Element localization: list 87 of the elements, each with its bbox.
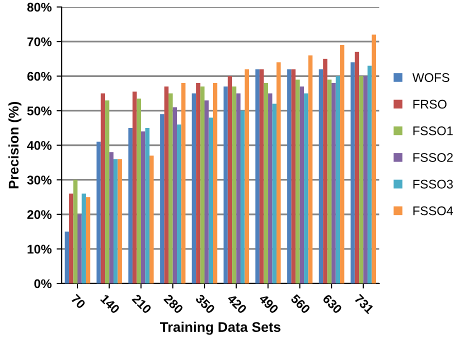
bar — [368, 66, 372, 284]
x-tick-label: 350 — [194, 294, 216, 314]
bar — [149, 156, 154, 284]
bar — [128, 128, 133, 284]
bar — [213, 83, 218, 284]
bar — [64, 232, 70, 284]
bar — [354, 52, 360, 284]
bar — [255, 69, 260, 284]
bar — [78, 214, 82, 284]
y-axis-title: Precision (%) — [8, 102, 22, 188]
bar — [304, 93, 308, 284]
bar — [268, 93, 272, 284]
bar — [264, 83, 268, 284]
bar — [73, 180, 78, 284]
x-tick-label: 731 — [354, 294, 374, 314]
x-axis-title: Training Data Sets — [160, 322, 280, 335]
bar — [200, 86, 205, 284]
bar — [323, 58, 328, 284]
bar — [336, 76, 340, 284]
bar — [236, 93, 241, 284]
y-tick-label: 80% — [27, 2, 52, 12]
bar — [145, 128, 150, 284]
y-tick-label: 20% — [27, 210, 52, 220]
legend-label: FSSO4 — [413, 206, 453, 216]
bar — [276, 62, 281, 284]
y-tick-label: 0% — [34, 279, 52, 288]
bar — [82, 194, 86, 284]
y-tick-label: 70% — [27, 37, 52, 46]
bar — [86, 197, 90, 284]
y-tick-label: 10% — [28, 244, 52, 254]
bar — [340, 45, 344, 284]
bar — [100, 93, 106, 284]
bar — [363, 76, 368, 284]
bar — [160, 114, 164, 284]
bar — [228, 76, 232, 284]
x-tick-label: 140 — [100, 294, 120, 314]
bar — [96, 142, 101, 284]
bar — [308, 55, 313, 284]
bar — [272, 104, 277, 284]
bar — [141, 131, 146, 284]
bar — [232, 86, 236, 284]
bar — [327, 80, 332, 284]
x-tick-label: 560 — [290, 294, 311, 314]
bar — [109, 152, 114, 284]
bar — [291, 69, 296, 284]
bar — [350, 62, 355, 284]
legend-label: FSSO1 — [413, 126, 453, 136]
bar — [244, 69, 249, 284]
bar — [132, 92, 137, 284]
bar — [208, 118, 213, 284]
bar — [164, 86, 169, 284]
bar — [318, 69, 324, 284]
legend-label: FSSO3 — [413, 180, 453, 189]
bar — [372, 34, 376, 284]
y-tick-label: 60% — [27, 72, 52, 81]
bar — [168, 93, 173, 284]
x-tick-label: 280 — [163, 294, 184, 314]
bar — [177, 124, 182, 284]
bar — [332, 83, 336, 284]
y-tick-label: 30% — [27, 176, 52, 184]
y-tick-label: 40% — [27, 141, 52, 150]
bar — [113, 159, 118, 284]
bar — [172, 107, 178, 284]
legend-label: FSSO2 — [413, 153, 453, 162]
x-tick-label: 630 — [322, 294, 342, 314]
x-tick-label: 70 — [70, 294, 86, 310]
bar — [118, 159, 122, 284]
bar — [287, 69, 292, 284]
bar — [300, 86, 304, 284]
bar — [181, 83, 186, 284]
x-tick-label: 490 — [258, 294, 279, 314]
bar — [105, 100, 110, 284]
bar — [224, 86, 228, 284]
legend-label: WOFS — [412, 73, 450, 82]
bar — [69, 194, 74, 284]
bar — [240, 110, 245, 284]
x-tick-label: 210 — [132, 294, 152, 314]
bar — [196, 83, 200, 284]
legend-label: FRSO — [413, 100, 446, 109]
bar — [260, 69, 264, 284]
bar — [204, 100, 209, 284]
x-tick-label: 420 — [226, 294, 248, 314]
bar — [296, 80, 300, 284]
y-tick-label: 50% — [27, 106, 52, 116]
bar — [359, 76, 364, 284]
bar — [136, 98, 142, 284]
bar — [192, 93, 196, 284]
